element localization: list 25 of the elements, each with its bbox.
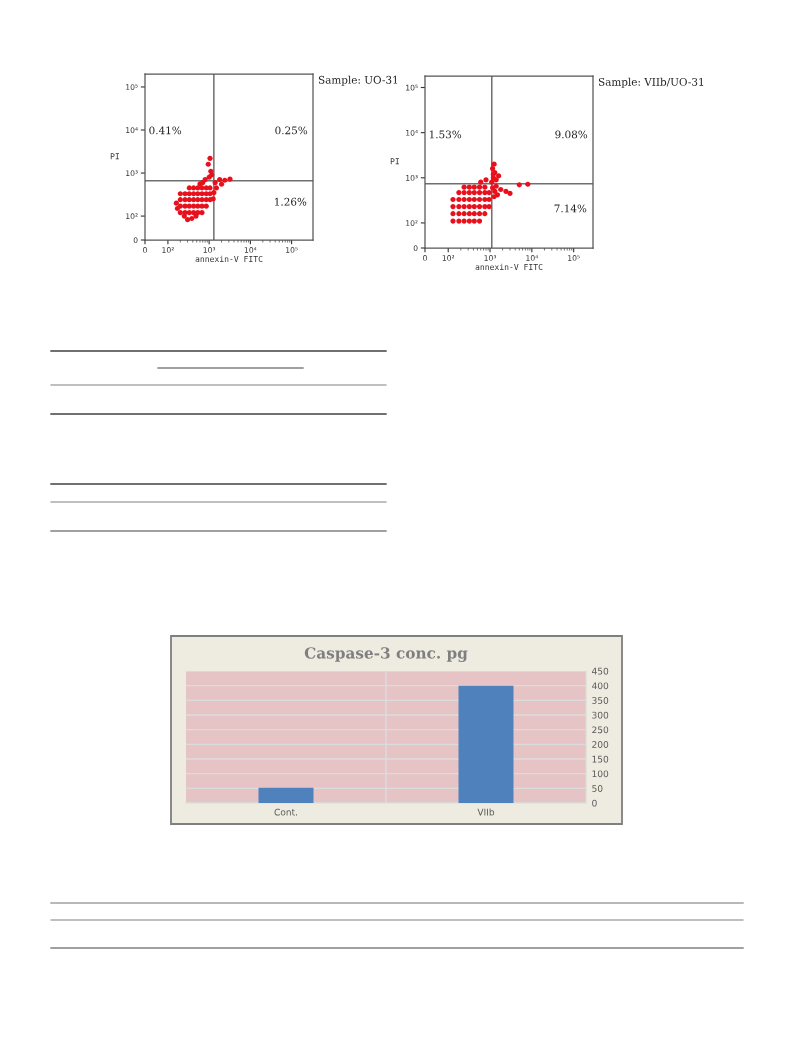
text: Sample: UO-31 [318,75,398,86]
x-tick-label: VIIb [477,808,495,816]
x-axis-title: annexin-V FITC [195,255,263,262]
y-axis-title: PI [110,153,119,160]
annotation: 9.08% [555,130,588,139]
y-tick-label: 300 [592,711,609,719]
chart-title: Caspase-3 conc. pg [304,647,468,662]
y-tick-label: 150 [592,755,609,763]
annotation: 7.14% [554,204,587,213]
x-tick-label: Cont. [274,808,298,816]
y-tick-label: 350 [592,697,609,704]
y-tick-label: 100 [592,770,609,778]
annotation: 1.26% [275,197,307,206]
y-tick-label: 0 [592,799,597,807]
y-tick-label: 400 [592,682,609,690]
annotation: 0.25% [275,126,308,135]
y-tick-label: 450 [592,667,609,675]
text: Sample: VIIb/UO-31 [598,77,704,88]
y-tick-label: 250 [592,726,609,734]
annotation: 0.41% [149,126,182,135]
y-axis-title: PI [390,158,399,165]
annotation: 1.53% [429,130,462,139]
y-tick-label: 200 [592,741,609,748]
y-tick-label: 50 [592,785,603,792]
x-axis-title: annexin-V FITC [475,263,543,270]
